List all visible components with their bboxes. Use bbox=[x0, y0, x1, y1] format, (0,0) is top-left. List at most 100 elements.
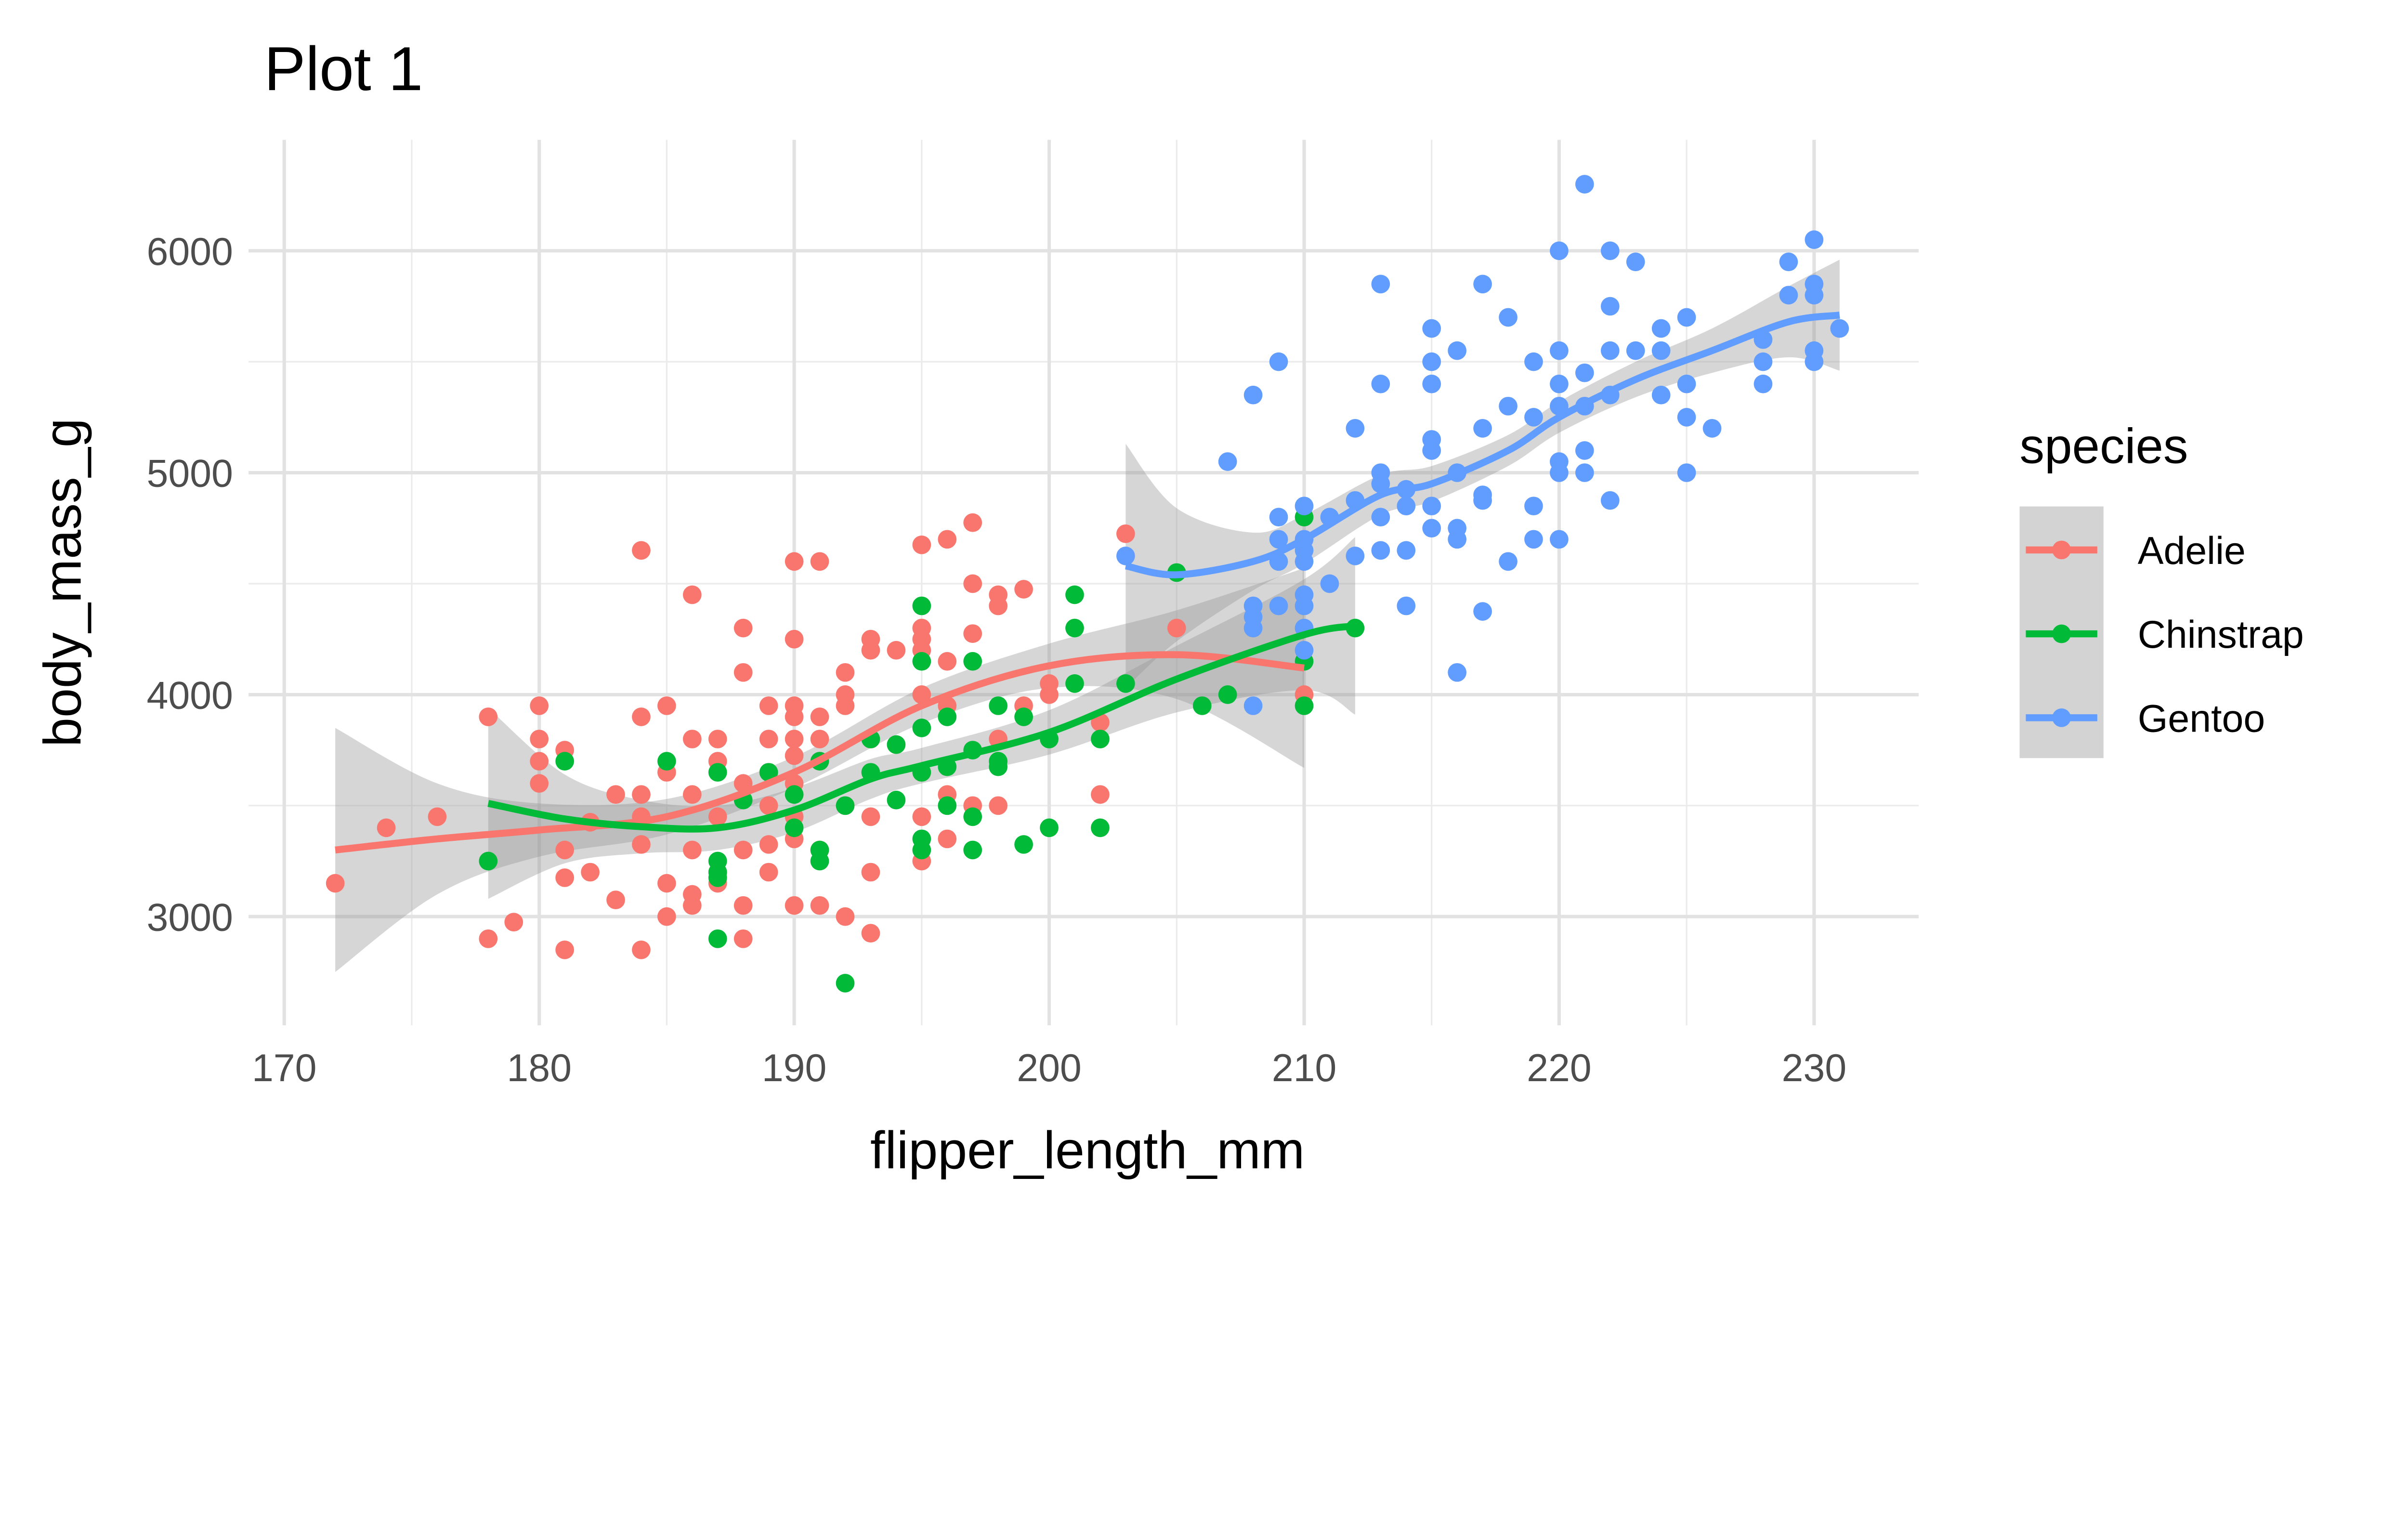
data-point-adelie bbox=[810, 730, 829, 748]
smooth-lines bbox=[335, 312, 1840, 854]
data-point-gentoo bbox=[1499, 396, 1518, 416]
data-point-adelie bbox=[682, 585, 702, 604]
data-point-adelie bbox=[632, 785, 651, 804]
data-point-gentoo bbox=[1550, 530, 1569, 549]
data-point-adelie bbox=[938, 829, 957, 849]
data-point-gentoo bbox=[1626, 341, 1645, 360]
data-point-chinstrap bbox=[989, 757, 1008, 776]
data-point-adelie bbox=[785, 629, 804, 649]
data-point-gentoo bbox=[1397, 541, 1416, 560]
data-point-gentoo bbox=[1243, 385, 1263, 405]
legend-label-chinstrap: Chinstrap bbox=[2138, 613, 2304, 656]
y-tick-label: 3000 bbox=[147, 896, 233, 939]
data-point-adelie bbox=[912, 535, 931, 554]
data-point-gentoo bbox=[1295, 497, 1314, 516]
data-point-gentoo bbox=[1269, 530, 1288, 549]
data-point-adelie bbox=[963, 574, 982, 593]
data-point-chinstrap bbox=[989, 696, 1008, 715]
data-point-adelie bbox=[759, 730, 778, 748]
data-point-chinstrap bbox=[1295, 696, 1314, 715]
data-point-gentoo bbox=[1397, 596, 1416, 615]
data-point-chinstrap bbox=[555, 752, 574, 771]
data-point-adelie bbox=[530, 730, 549, 748]
data-point-chinstrap bbox=[1065, 618, 1084, 638]
data-point-gentoo bbox=[1397, 497, 1416, 516]
legend-key-point bbox=[2052, 540, 2071, 560]
grid bbox=[249, 140, 1919, 1026]
data-point-adelie bbox=[530, 774, 549, 793]
data-point-chinstrap bbox=[1014, 835, 1033, 854]
data-point-gentoo bbox=[1295, 641, 1314, 660]
data-point-gentoo bbox=[1295, 552, 1314, 571]
data-point-gentoo bbox=[1600, 297, 1620, 316]
data-point-chinstrap bbox=[887, 790, 906, 810]
data-point-gentoo bbox=[1805, 286, 1824, 305]
x-tick-label: 220 bbox=[1527, 1046, 1592, 1090]
data-point-gentoo bbox=[1346, 419, 1365, 438]
legend-label-gentoo: Gentoo bbox=[2138, 697, 2265, 740]
data-point-adelie bbox=[632, 541, 651, 560]
data-point-adelie bbox=[810, 707, 829, 726]
data-point-adelie bbox=[836, 907, 855, 926]
data-point-adelie bbox=[785, 746, 804, 765]
data-point-chinstrap bbox=[1040, 818, 1059, 837]
data-point-adelie bbox=[479, 707, 498, 726]
y-tick-label: 6000 bbox=[147, 230, 233, 274]
data-point-adelie bbox=[657, 696, 676, 715]
data-point-gentoo bbox=[1651, 341, 1671, 360]
data-point-adelie bbox=[759, 696, 778, 715]
data-point-chinstrap bbox=[1091, 730, 1110, 748]
data-point-gentoo bbox=[1499, 552, 1518, 571]
y-axis-label: body_mass_g bbox=[34, 418, 92, 747]
data-point-gentoo bbox=[1116, 547, 1135, 565]
smooth-line-chinstrap bbox=[487, 622, 1356, 833]
data-point-adelie bbox=[1014, 580, 1033, 599]
data-point-gentoo bbox=[1371, 541, 1390, 560]
data-point-gentoo bbox=[1754, 374, 1773, 393]
data-point-gentoo bbox=[1243, 696, 1263, 715]
data-point-gentoo bbox=[1830, 319, 1849, 338]
data-point-adelie bbox=[810, 552, 829, 571]
data-point-gentoo bbox=[1600, 491, 1620, 510]
data-point-gentoo bbox=[1600, 341, 1620, 360]
legend-title: species bbox=[2020, 418, 2188, 473]
data-point-adelie bbox=[428, 807, 447, 826]
data-point-gentoo bbox=[1524, 408, 1543, 427]
data-point-adelie bbox=[326, 874, 345, 893]
y-tick-label: 4000 bbox=[147, 674, 233, 717]
data-point-gentoo bbox=[1499, 308, 1518, 327]
data-point-gentoo bbox=[1422, 519, 1441, 538]
data-point-gentoo bbox=[1371, 275, 1390, 294]
legend-key-point bbox=[2052, 624, 2071, 643]
data-point-chinstrap bbox=[912, 719, 931, 737]
data-point-adelie bbox=[530, 696, 549, 715]
data-point-gentoo bbox=[1524, 497, 1543, 516]
x-tick-label: 230 bbox=[1782, 1046, 1847, 1090]
data-point-chinstrap bbox=[912, 652, 931, 671]
data-point-adelie bbox=[836, 663, 855, 682]
data-point-adelie bbox=[861, 807, 880, 826]
data-point-chinstrap bbox=[836, 796, 855, 815]
chart-title: Plot 1 bbox=[264, 34, 423, 104]
data-point-gentoo bbox=[1422, 374, 1441, 393]
data-point-adelie bbox=[938, 652, 957, 671]
data-point-gentoo bbox=[1550, 374, 1569, 393]
data-point-chinstrap bbox=[759, 763, 778, 782]
data-point-chinstrap bbox=[887, 735, 906, 754]
data-point-gentoo bbox=[1448, 341, 1466, 360]
data-point-adelie bbox=[989, 796, 1008, 815]
data-point-adelie bbox=[810, 896, 829, 915]
data-point-chinstrap bbox=[708, 863, 727, 882]
data-point-chinstrap bbox=[479, 851, 498, 871]
points bbox=[326, 175, 1849, 993]
data-point-adelie bbox=[682, 896, 702, 915]
data-point-chinstrap bbox=[912, 840, 931, 860]
data-point-adelie bbox=[1167, 618, 1186, 638]
data-point-chinstrap bbox=[1218, 685, 1237, 704]
data-point-chinstrap bbox=[1065, 585, 1084, 604]
data-point-chinstrap bbox=[1091, 818, 1110, 837]
data-point-gentoo bbox=[1575, 463, 1594, 482]
data-point-adelie bbox=[785, 896, 804, 915]
data-point-gentoo bbox=[1805, 352, 1824, 371]
data-point-adelie bbox=[963, 513, 982, 532]
